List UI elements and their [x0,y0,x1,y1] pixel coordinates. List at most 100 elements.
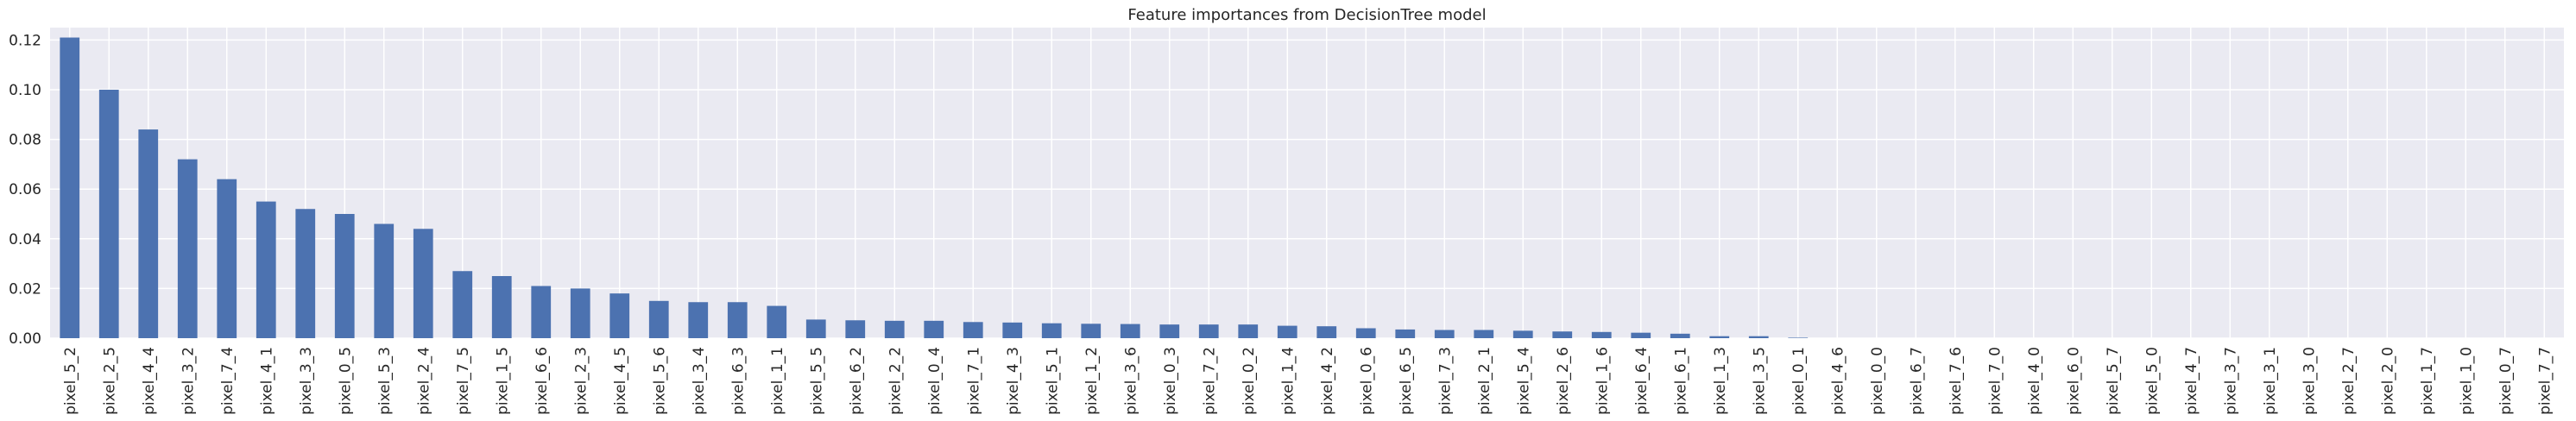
x-tick-label: pixel_7_7 [2536,347,2554,415]
x-tick-label: pixel_4_1 [258,347,275,415]
x-tick-label: pixel_7_3 [1436,347,1454,415]
bar-pixel_7_5 [452,271,473,338]
bar-pixel_2_3 [570,288,590,338]
x-tick-label: pixel_4_7 [2183,347,2200,415]
y-tick-label: 0.10 [9,82,41,99]
bar-pixel_0_6 [1355,328,1376,338]
bar-pixel_6_4 [1631,332,1651,338]
bar-pixel_2_1 [1474,330,1494,338]
x-tick-label: pixel_5_1 [1044,347,1061,415]
x-tick-label: pixel_0_0 [1869,347,1886,415]
x-tick-label: pixel_1_3 [1712,347,1729,415]
x-tick-label: pixel_5_2 [62,347,79,415]
x-tick-label: pixel_5_6 [651,347,668,415]
x-tick-label: pixel_6_3 [729,347,747,415]
bar-pixel_4_3 [1002,322,1023,338]
x-tick-label: pixel_5_3 [376,347,394,415]
bar-pixel_6_5 [1395,329,1416,338]
bar-pixel_7_2 [1198,324,1219,338]
bar-pixel_0_3 [1159,324,1180,338]
bar-pixel_5_2 [60,37,80,339]
x-tick-label: pixel_6_2 [848,347,865,415]
x-tick-label: pixel_4_5 [612,347,629,415]
x-tick-label: pixel_2_1 [1476,347,1493,415]
y-axis-ticks: 0.00 0.02 0.04 0.06 0.08 0.10 0.12 [9,32,41,348]
x-tick-label: pixel_2_0 [2379,347,2396,415]
bar-pixel_0_1 [1788,337,1809,338]
bar-pixel_1_4 [1277,325,1297,338]
x-tick-label: pixel_2_7 [2340,347,2358,415]
bar-pixel_0_4 [924,320,944,338]
x-tick-label: pixel_6_1 [1672,347,1689,415]
y-tick-label: 0.00 [9,330,41,348]
y-tick-label: 0.06 [9,181,41,198]
x-tick-label: pixel_5_0 [2144,347,2161,415]
x-tick-label: pixel_1_4 [1279,347,1297,415]
y-tick-label: 0.02 [9,280,41,298]
x-tick-label: pixel_3_4 [691,347,708,415]
x-tick-label: pixel_7_2 [1201,347,1218,415]
bar-pixel_4_2 [1316,326,1337,338]
x-tick-label: pixel_0_3 [1162,347,1179,415]
x-tick-label: pixel_3_1 [2262,347,2279,415]
chart-title: Feature importances from DecisionTree mo… [1127,6,1486,24]
bar-pixel_6_3 [727,302,748,338]
bar-pixel_5_5 [805,319,826,338]
x-tick-label: pixel_1_0 [2458,347,2475,415]
bar-pixel_1_6 [1591,331,1612,338]
bar-pixel_3_2 [177,159,198,338]
bar-pixel_5_1 [1041,323,1062,338]
bars [60,37,1809,339]
bar-pixel_1_2 [1081,324,1102,338]
bar-pixel_0_2 [1238,324,1259,338]
bar-pixel_2_5 [98,90,119,338]
x-tick-label: pixel_1_1 [769,347,786,415]
x-tick-label: pixel_7_0 [1986,347,2004,415]
x-tick-label: pixel_1_7 [2419,347,2436,415]
bar-pixel_5_6 [648,300,669,338]
bar-pixel_6_2 [845,320,866,338]
x-tick-label: pixel_3_7 [2222,347,2239,415]
x-tick-label: pixel_1_2 [1083,347,1101,415]
x-tick-label: pixel_2_4 [415,347,432,415]
bar-pixel_3_4 [688,302,709,338]
x-tick-label: pixel_0_5 [337,347,354,415]
bar-pixel_0_5 [334,214,355,338]
x-tick-label: pixel_4_3 [1005,347,1022,415]
y-tick-label: 0.12 [9,32,41,49]
x-tick-label: pixel_6_0 [2065,347,2082,415]
x-tick-label: pixel_1_6 [1594,347,1611,415]
x-tick-label: pixel_0_4 [926,347,944,415]
bar-pixel_6_6 [531,286,552,338]
bar-pixel_2_4 [413,229,433,338]
x-tick-label: pixel_2_2 [887,347,904,415]
x-tick-label: pixel_3_5 [1751,347,1768,415]
x-tick-label: pixel_7_6 [1948,347,1965,415]
x-tick-label: pixel_3_2 [180,347,197,415]
x-tick-label: pixel_5_5 [808,347,825,415]
bar-pixel_1_5 [491,276,512,338]
x-tick-label: pixel_5_7 [2105,347,2122,415]
bar-pixel_4_4 [138,129,159,338]
x-tick-label: pixel_7_1 [965,347,982,415]
bar-pixel_7_3 [1434,330,1455,338]
x-tick-label: pixel_5_4 [1515,347,1532,415]
x-tick-label: pixel_6_6 [534,347,551,415]
bar-pixel_3_3 [295,209,316,338]
x-tick-label: pixel_4_4 [141,347,158,415]
x-tick-label: pixel_6_4 [1633,347,1651,415]
x-tick-label: pixel_4_0 [2026,347,2043,415]
bar-pixel_3_6 [1120,324,1140,338]
bar-pixel_2_6 [1552,331,1573,338]
x-tick-label: pixel_2_5 [101,347,118,415]
bar-pixel_7_4 [217,179,237,338]
x-tick-label: pixel_3_0 [2301,347,2318,415]
x-tick-label: pixel_0_7 [2497,347,2515,415]
bar-pixel_2_2 [884,320,905,338]
y-tick-label: 0.04 [9,231,41,248]
bar-pixel_4_1 [256,201,276,338]
x-tick-label: pixel_3_3 [298,347,315,415]
x-tick-label: pixel_0_1 [1790,347,1808,415]
bar-pixel_1_3 [1709,336,1730,338]
